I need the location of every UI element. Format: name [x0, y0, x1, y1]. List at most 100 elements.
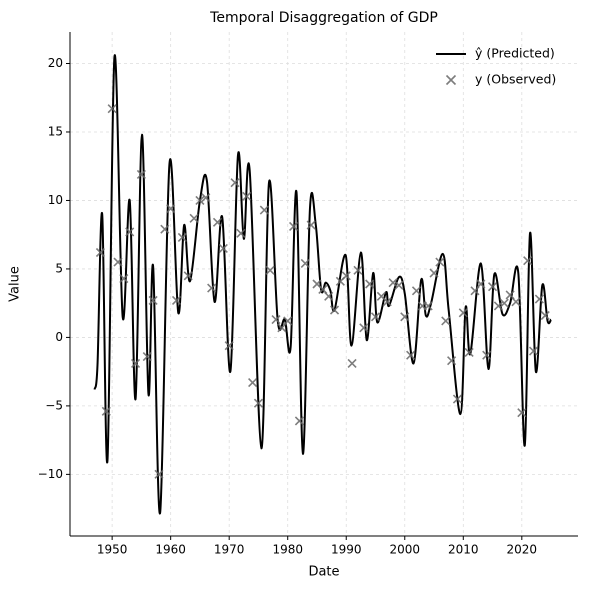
x-marker-stroke: [382, 297, 392, 307]
x-tick-label: 1950: [97, 543, 128, 557]
observed-point: [347, 358, 357, 369]
x-marker-stroke: [195, 195, 205, 206]
x-marker-stroke: [265, 265, 275, 275]
observed-point: [458, 308, 468, 318]
observed-point: [253, 398, 264, 408]
x-marker-stroke: [458, 308, 468, 318]
x-marker-stroke: [452, 394, 463, 404]
observed-point: [107, 104, 117, 114]
y-tick-label: 10: [48, 193, 63, 207]
observed-point: [142, 352, 152, 362]
observed-point: [411, 286, 422, 296]
y-tick-label: 0: [55, 330, 63, 344]
x-marker-stroke: [411, 286, 422, 296]
x-marker-stroke: [259, 205, 269, 215]
x-marker-stroke: [394, 280, 404, 290]
observed-point: [101, 406, 111, 416]
x-axis-label: Date: [308, 565, 339, 580]
x-marker-stroke: [230, 178, 240, 188]
observed-point: [201, 193, 211, 203]
observed-point: [177, 232, 187, 243]
observed-point: [499, 298, 509, 308]
observed-point: [400, 312, 410, 322]
x-marker-stroke: [476, 279, 486, 289]
legend-label: y (Observed): [475, 72, 556, 87]
x-marker-stroke: [511, 297, 521, 307]
chart-title: Temporal Disaggregation of GDP: [209, 10, 438, 26]
observed-point: [283, 316, 293, 326]
x-marker-stroke: [289, 221, 299, 232]
x-marker-stroke: [540, 310, 550, 321]
x-marker-stroke: [447, 356, 457, 366]
x-marker-stroke: [148, 295, 158, 306]
observed-point: [248, 378, 258, 388]
y-axis-label: Value: [8, 266, 23, 302]
observed-point: [166, 204, 176, 214]
x-marker-stroke: [306, 220, 316, 230]
x-marker-stroke: [218, 243, 228, 253]
observed-point: [265, 265, 275, 275]
observed-point: [189, 213, 199, 223]
observed-point: [511, 297, 521, 307]
x-marker-stroke: [329, 305, 340, 315]
observed-point: [113, 257, 123, 267]
observed-point: [119, 273, 129, 284]
observed-point: [482, 350, 492, 360]
x-marker-stroke: [248, 378, 258, 388]
x-marker-stroke: [528, 346, 539, 356]
x-tick-label: 2020: [507, 543, 538, 557]
observed-point: [195, 195, 205, 206]
legend-marker: [445, 74, 457, 86]
x-marker-stroke: [189, 213, 199, 223]
observed-point: [130, 358, 141, 369]
observed-point: [218, 243, 228, 253]
observed-point: [394, 280, 404, 290]
observed-point: [329, 305, 340, 315]
observed-point: [540, 310, 550, 321]
observed-point: [160, 224, 170, 234]
x-marker-stroke: [370, 312, 381, 322]
x-marker-stroke: [107, 104, 117, 114]
x-marker-stroke: [324, 291, 334, 301]
observed-point: [493, 301, 503, 311]
x-marker-stroke: [388, 278, 398, 288]
y-tick-label: 15: [48, 124, 63, 138]
observed-point: [423, 301, 433, 311]
x-marker-stroke: [201, 193, 211, 203]
observed-point: [528, 346, 539, 356]
observed-point: [95, 247, 105, 258]
x-marker-stroke: [441, 316, 451, 326]
x-marker-stroke: [253, 398, 264, 408]
x-marker-stroke: [183, 271, 193, 281]
x-marker-stroke: [429, 268, 439, 278]
x-marker-stroke: [119, 273, 129, 284]
x-marker-stroke: [177, 232, 187, 243]
x-marker-stroke: [142, 352, 152, 362]
x-marker-stroke: [445, 74, 457, 86]
observed-point: [487, 282, 498, 292]
x-marker-stroke: [400, 312, 410, 322]
x-marker-stroke: [160, 224, 170, 234]
x-tick-label: 2000: [389, 543, 420, 557]
observed-point: [370, 312, 381, 322]
x-marker-stroke: [130, 358, 141, 369]
observed-point: [148, 295, 158, 306]
observed-point: [406, 350, 416, 360]
observed-point: [429, 268, 439, 278]
x-marker-stroke: [423, 301, 433, 311]
x-marker-stroke: [154, 469, 164, 479]
x-marker-stroke: [171, 295, 182, 306]
observed-point: [306, 220, 316, 230]
y-tick-label: −5: [45, 398, 63, 412]
observed-point: [359, 323, 369, 333]
x-tick-label: 1960: [155, 543, 186, 557]
x-marker-stroke: [300, 258, 310, 269]
x-tick-label: 1980: [272, 543, 303, 557]
observed-point: [534, 294, 544, 304]
observed-point: [517, 408, 527, 418]
x-marker-stroke: [236, 228, 246, 238]
y-tick-label: −10: [38, 467, 63, 481]
observed-point: [353, 265, 363, 275]
observed-point: [300, 258, 310, 269]
